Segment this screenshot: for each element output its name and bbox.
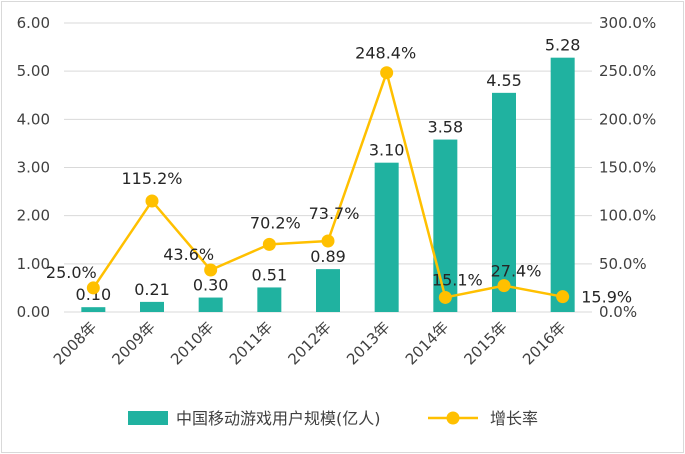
growth-rate-point xyxy=(556,290,570,304)
y-right-tick-label: 50.0% xyxy=(599,255,647,273)
bar-value-label: 0.51 xyxy=(252,265,288,284)
bar xyxy=(374,162,399,312)
y-right-tick-label: 150.0% xyxy=(599,159,656,177)
bar xyxy=(198,297,223,312)
bar-value-label: 5.28 xyxy=(545,36,581,55)
bar-value-label: 0.10 xyxy=(76,285,112,304)
y-right-tick-label: 200.0% xyxy=(599,110,656,128)
bar-value-label: 4.55 xyxy=(486,71,522,90)
y-right-tick-label: 100.0% xyxy=(599,207,656,225)
x-tick-label: 2010年 xyxy=(167,318,217,368)
x-tick-label: 2014年 xyxy=(402,318,452,368)
bar-value-label: 0.30 xyxy=(193,276,229,295)
x-tick-label: 2012年 xyxy=(284,318,334,368)
growth-rate-label: 248.4% xyxy=(355,44,416,63)
growth-rate-label: 43.6% xyxy=(163,245,214,264)
growth-rate-label: 25.0% xyxy=(46,263,97,282)
y-right-tick-label: 300.0% xyxy=(599,14,656,32)
y-left-tick-label: 6.00 xyxy=(17,14,50,32)
growth-rate-label: 15.1% xyxy=(432,270,483,289)
bar-value-label: 0.21 xyxy=(134,280,170,299)
bar xyxy=(550,57,575,313)
y-left-tick-label: 5.00 xyxy=(17,62,50,80)
growth-rate-point xyxy=(497,279,511,293)
x-tick-label: 2008年 xyxy=(50,318,100,368)
bar-value-label: 3.58 xyxy=(428,118,464,137)
bar xyxy=(140,301,164,312)
growth-rate-label: 15.9% xyxy=(581,288,632,307)
bar xyxy=(316,269,340,312)
x-tick-label: 2016年 xyxy=(519,318,569,368)
bar xyxy=(492,92,516,312)
growth-rate-point xyxy=(321,234,335,248)
y-left-tick-label: 3.00 xyxy=(17,159,50,177)
growth-rate-point xyxy=(145,194,159,208)
y-right-tick-label: 0.0% xyxy=(599,303,637,321)
growth-rate-point xyxy=(86,281,100,295)
bar xyxy=(433,139,458,312)
growth-rate-point xyxy=(262,237,276,251)
bar-value-label: 3.10 xyxy=(369,141,405,160)
y-left-tick-label: 0.00 xyxy=(17,303,50,321)
bar xyxy=(81,307,106,312)
x-tick-label: 2011年 xyxy=(226,318,276,368)
x-tick-label: 2013年 xyxy=(343,318,393,368)
bar-value-label: 0.89 xyxy=(310,247,346,266)
legend-swatch-marker xyxy=(446,411,460,425)
growth-rate-label: 27.4% xyxy=(491,262,542,281)
growth-rate-label: 70.2% xyxy=(250,213,301,232)
growth-rate-point xyxy=(438,290,452,304)
growth-rate-label: 73.7% xyxy=(309,204,360,223)
bar xyxy=(257,287,282,312)
growth-rate-point xyxy=(204,263,218,277)
x-tick-label: 2015年 xyxy=(460,318,510,368)
x-tick-label: 2009年 xyxy=(108,318,158,368)
y-left-tick-label: 2.00 xyxy=(17,207,50,225)
y-left-tick-label: 4.00 xyxy=(17,110,50,128)
growth-rate-label: 115.2% xyxy=(121,169,182,188)
legend-swatch-bar xyxy=(128,411,168,425)
legend-label-line: 增长率 xyxy=(490,409,538,428)
growth-rate-point xyxy=(380,66,394,80)
y-right-tick-label: 250.0% xyxy=(599,62,656,80)
y-left-tick-label: 1.00 xyxy=(17,255,50,273)
legend-label-bar: 中国移动游戏用户规模(亿人) xyxy=(176,409,381,428)
